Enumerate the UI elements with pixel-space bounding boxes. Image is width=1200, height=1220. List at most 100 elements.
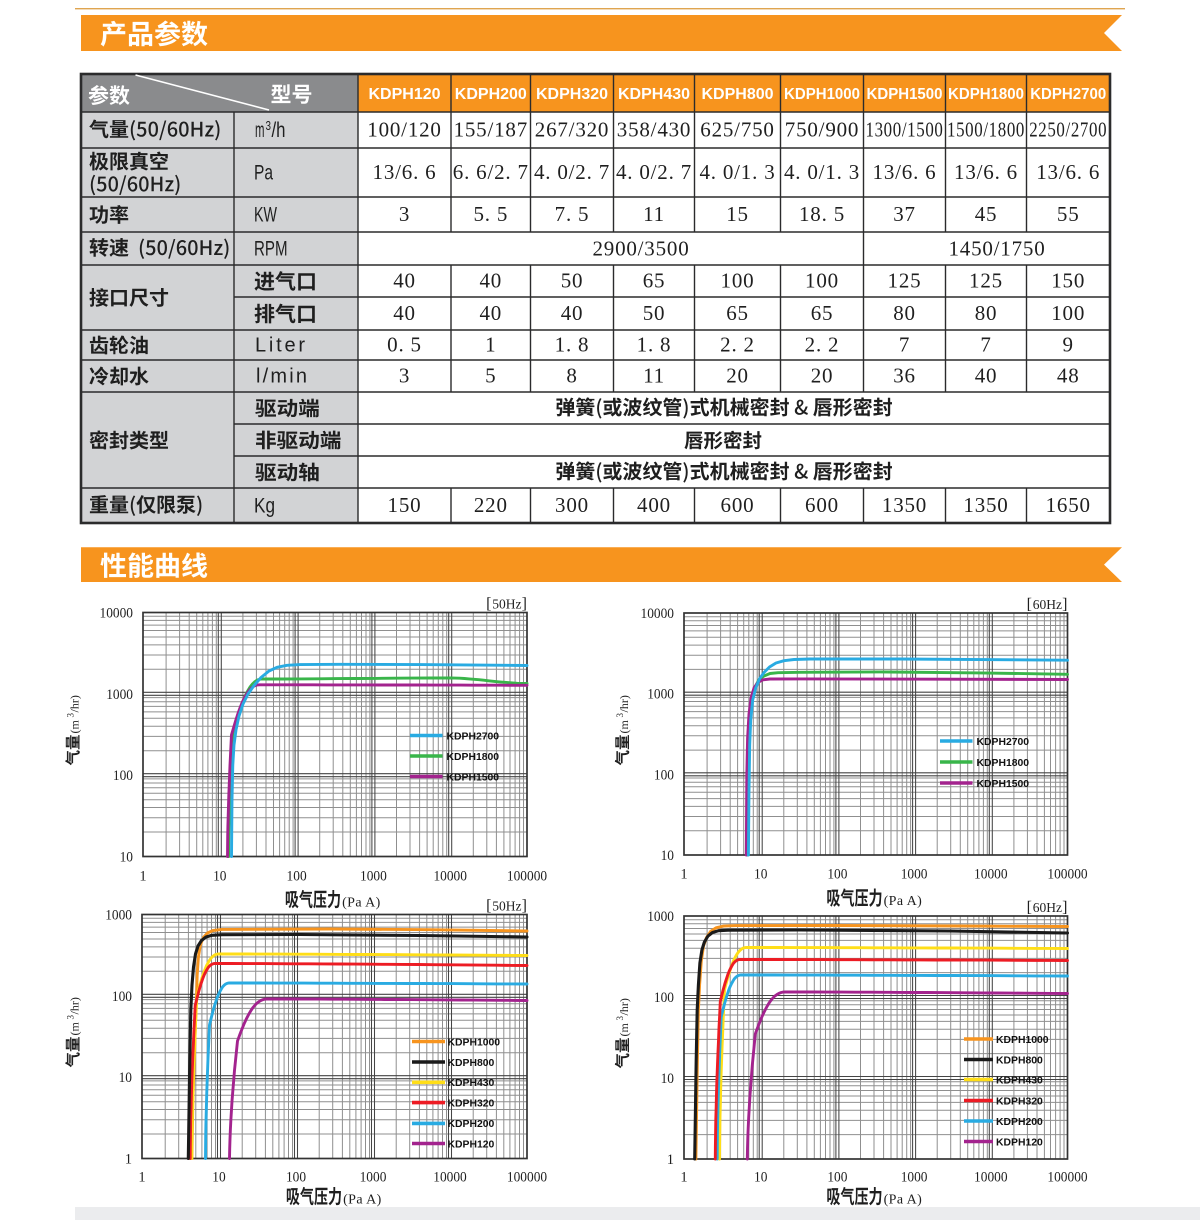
svg-text:6. 6/2. 7: 6. 6/2. 7 xyxy=(453,160,529,184)
svg-text:Pa: Pa xyxy=(254,162,273,185)
svg-text:7. 5: 7. 5 xyxy=(555,202,590,226)
svg-text:7: 7 xyxy=(899,333,910,357)
svg-text:100000: 100000 xyxy=(507,869,547,885)
svg-text:1. 8: 1. 8 xyxy=(555,333,590,357)
svg-text:40: 40 xyxy=(975,364,998,388)
svg-text:1000: 1000 xyxy=(360,1170,387,1186)
svg-text:[: [ xyxy=(486,596,491,613)
svg-text:11: 11 xyxy=(643,364,665,388)
svg-text:/hr): /hr) xyxy=(617,695,631,712)
svg-text:KDPH1500: KDPH1500 xyxy=(447,772,500,783)
svg-text:100: 100 xyxy=(286,1170,306,1186)
svg-text:750/900: 750/900 xyxy=(785,118,859,142)
svg-text:100000: 100000 xyxy=(507,1170,547,1186)
svg-text:15: 15 xyxy=(726,202,749,226)
svg-text:20: 20 xyxy=(811,364,834,388)
svg-text:3: 3 xyxy=(266,118,272,133)
svg-text:100: 100 xyxy=(113,768,133,784)
svg-text:KDPH120: KDPH120 xyxy=(448,1139,495,1150)
svg-text:3: 3 xyxy=(66,1015,76,1020)
svg-text:4. 0/2. 7: 4. 0/2. 7 xyxy=(534,160,610,184)
svg-text:80: 80 xyxy=(893,301,916,325)
svg-text:3: 3 xyxy=(615,1016,625,1021)
svg-text:1350: 1350 xyxy=(963,493,1008,517)
svg-text:(m: (m xyxy=(617,720,631,734)
svg-text:1: 1 xyxy=(667,1152,674,1168)
svg-text:2. 2: 2. 2 xyxy=(720,333,755,357)
svg-text:KDPH2700: KDPH2700 xyxy=(977,737,1030,748)
svg-text:9: 9 xyxy=(1063,333,1074,357)
svg-text:1: 1 xyxy=(139,869,146,885)
svg-text:13/6. 6: 13/6. 6 xyxy=(954,160,1018,184)
svg-text:KDPH1800: KDPH1800 xyxy=(447,752,500,763)
svg-text:8: 8 xyxy=(566,364,577,388)
svg-text:100/120: 100/120 xyxy=(367,118,441,142)
svg-text:KDPH320: KDPH320 xyxy=(448,1098,495,1109)
svg-text:50Hz: 50Hz xyxy=(492,597,521,612)
svg-text:KDPH800: KDPH800 xyxy=(996,1055,1043,1066)
svg-text:65: 65 xyxy=(726,301,749,325)
svg-text:625/750: 625/750 xyxy=(700,118,774,142)
svg-text:[: [ xyxy=(1027,899,1032,916)
svg-text:2250/2700: 2250/2700 xyxy=(1029,118,1107,142)
svg-text:KDPH320: KDPH320 xyxy=(536,86,608,103)
svg-text:3: 3 xyxy=(399,364,410,388)
svg-text:10000: 10000 xyxy=(974,867,1008,883)
svg-text:50: 50 xyxy=(643,301,666,325)
svg-text:3: 3 xyxy=(399,202,410,226)
svg-text:40: 40 xyxy=(393,301,416,325)
svg-text:150: 150 xyxy=(1051,269,1085,293)
svg-text:1000: 1000 xyxy=(647,687,674,703)
svg-text:60Hz: 60Hz xyxy=(1033,900,1062,915)
svg-text:/h: /h xyxy=(272,119,286,142)
svg-text:10: 10 xyxy=(119,1070,132,1086)
svg-text:1300/1500: 1300/1500 xyxy=(866,118,944,142)
svg-text:125: 125 xyxy=(969,269,1003,293)
svg-text:10000: 10000 xyxy=(974,1170,1008,1186)
svg-text:KDPH430: KDPH430 xyxy=(996,1075,1043,1086)
svg-text:5: 5 xyxy=(485,364,496,388)
svg-text:40: 40 xyxy=(393,269,416,293)
svg-text:1350: 1350 xyxy=(882,493,927,517)
svg-text:(m: (m xyxy=(68,720,82,734)
svg-text:5. 5: 5. 5 xyxy=(473,202,508,226)
svg-text:100: 100 xyxy=(112,989,132,1005)
svg-text:220: 220 xyxy=(474,493,508,517)
svg-text:]: ] xyxy=(1062,596,1067,613)
svg-text:m: m xyxy=(255,119,265,142)
svg-text:KDPH1000: KDPH1000 xyxy=(996,1035,1049,1046)
svg-text:7: 7 xyxy=(980,333,991,357)
svg-text:80: 80 xyxy=(975,301,998,325)
svg-text:[: [ xyxy=(1027,596,1032,613)
svg-text:]: ] xyxy=(522,596,527,613)
svg-text:100000: 100000 xyxy=(1047,1170,1087,1186)
svg-text:65: 65 xyxy=(811,301,834,325)
svg-text:50: 50 xyxy=(561,269,584,293)
svg-text:4. 0/1. 3: 4. 0/1. 3 xyxy=(699,160,775,184)
svg-text:1000: 1000 xyxy=(901,1170,928,1186)
svg-text:600: 600 xyxy=(721,493,755,517)
svg-text:]: ] xyxy=(522,898,527,915)
svg-text:1450/1750: 1450/1750 xyxy=(948,237,1045,261)
svg-text:(Pa A): (Pa A) xyxy=(884,1193,923,1208)
svg-text:10000: 10000 xyxy=(433,1170,467,1186)
svg-text:55: 55 xyxy=(1057,202,1080,226)
svg-text:400: 400 xyxy=(637,493,671,517)
svg-text:1: 1 xyxy=(138,1170,145,1186)
svg-text:13/6. 6: 13/6. 6 xyxy=(873,160,937,184)
svg-text:11: 11 xyxy=(643,202,665,226)
svg-text:/hr): /hr) xyxy=(617,998,631,1015)
svg-text:10: 10 xyxy=(754,1170,767,1186)
svg-text:(m: (m xyxy=(617,1023,631,1037)
svg-text:2. 2: 2. 2 xyxy=(805,333,840,357)
svg-text:KDPH430: KDPH430 xyxy=(618,86,690,103)
svg-text:KDPH2700: KDPH2700 xyxy=(447,731,500,742)
svg-text:358/430: 358/430 xyxy=(617,118,691,142)
svg-text:100: 100 xyxy=(721,269,755,293)
svg-text:1000: 1000 xyxy=(647,909,674,925)
svg-text:100: 100 xyxy=(654,990,674,1006)
svg-text:60Hz: 60Hz xyxy=(1033,597,1062,612)
svg-text:100: 100 xyxy=(827,867,847,883)
svg-text:65: 65 xyxy=(643,269,666,293)
svg-text:267/320: 267/320 xyxy=(535,118,609,142)
